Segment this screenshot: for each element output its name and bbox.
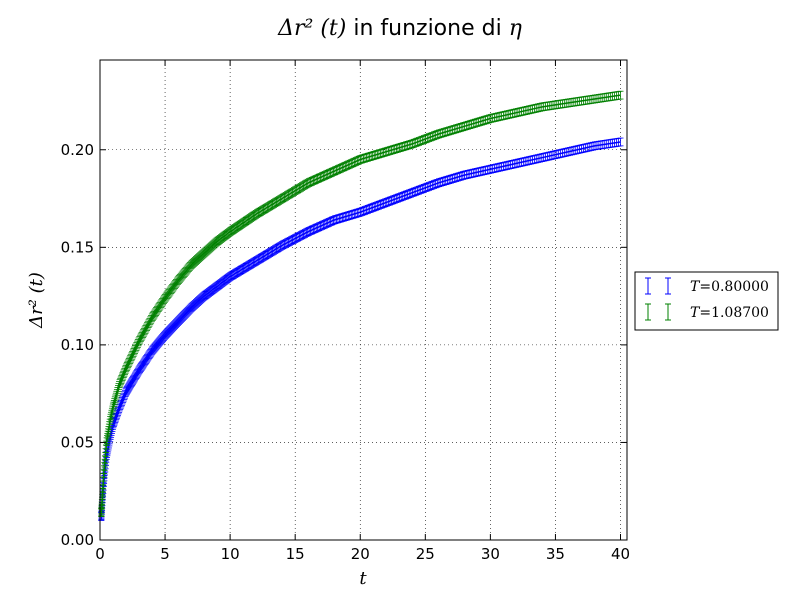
y-tick-label: 0.00 (61, 531, 94, 549)
chart-title-math2: η (509, 16, 522, 41)
chart-title-text: in funzione di (346, 16, 508, 41)
legend-label-series-1: T=0.80000 (690, 279, 769, 295)
x-tick-label: 40 (611, 545, 630, 563)
legend-label-value: =1.08700 (699, 305, 769, 321)
x-tick-label: 30 (481, 545, 500, 563)
y-tick-label: 0.10 (61, 336, 94, 354)
chart-title-math: Δr² (t) (277, 16, 346, 41)
series-1-markers (98, 137, 624, 521)
x-tick-label: 0 (95, 545, 105, 563)
x-tick-label: 5 (160, 545, 170, 563)
y-tick-label: 0.20 (61, 141, 94, 159)
legend-label-series-2: T=1.08700 (690, 305, 769, 321)
y-axis-label: Δr² (t) (26, 272, 47, 329)
series-2-markers (98, 90, 624, 517)
x-tick-label: 10 (221, 545, 240, 563)
grid-lines (100, 60, 627, 540)
legend-label-var: T (690, 279, 701, 295)
legend-label-var: T (690, 305, 701, 321)
x-tick-label: 35 (546, 545, 565, 563)
axis-ticks: 0 5 10 15 20 25 30 35 40 0.00 0.05 0.10 0.15 0.20 (61, 60, 630, 563)
x-tick-label: 25 (416, 545, 435, 563)
x-tick-label: 20 (351, 545, 370, 563)
x-tick-label: 15 (286, 545, 305, 563)
plot-area-frame (99, 59, 628, 541)
legend-label-value: =0.80000 (699, 279, 769, 295)
y-tick-label: 0.05 (61, 433, 94, 451)
chart-title: Δr² (t) in funzione di η (277, 16, 522, 41)
series-line (100, 141, 621, 517)
data-series (98, 90, 624, 521)
x-axis-label: t (359, 568, 367, 589)
legend-box (634, 271, 779, 331)
y-tick-label: 0.15 (61, 238, 94, 256)
